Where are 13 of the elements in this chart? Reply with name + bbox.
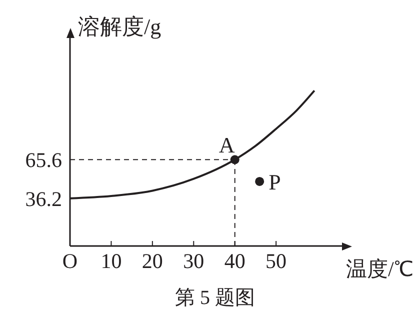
x-tick-label: 30 [183, 248, 204, 273]
x-tick-label: O [62, 248, 78, 273]
y-axis-title: 溶解度/g [78, 13, 162, 41]
x-tick-label: 40 [224, 248, 246, 273]
x-tick-label: 50 [266, 248, 287, 273]
annotation: A [218, 132, 235, 158]
x-tick-label: 10 [100, 248, 122, 273]
x-tick-label: 20 [142, 248, 163, 273]
text: 第 5 题图 [174, 286, 256, 311]
annotation: P [268, 169, 281, 194]
y-tick-label: 65.6 [25, 148, 62, 172]
x-axis-title: 温度/℃ [346, 256, 413, 283]
y-tick-label: 36.2 [25, 186, 62, 211]
